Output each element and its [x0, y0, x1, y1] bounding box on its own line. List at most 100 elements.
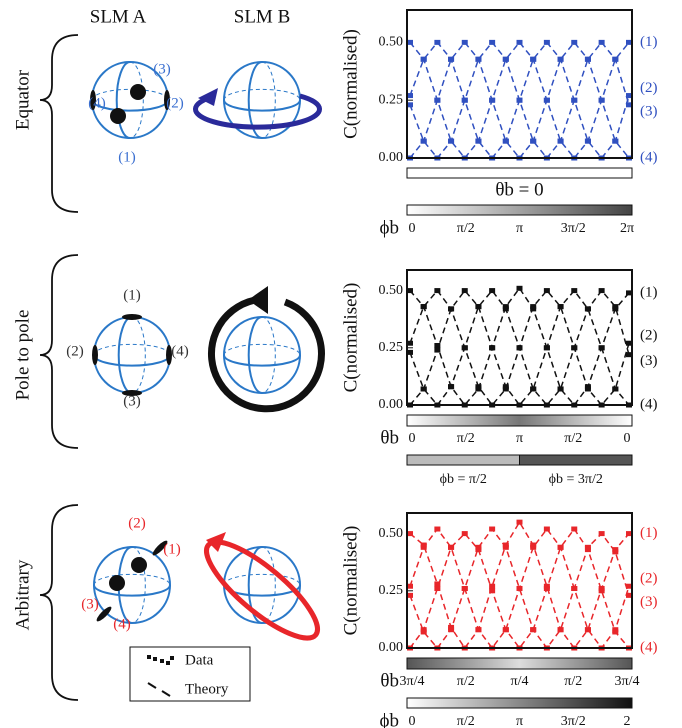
theta-tick-label: 0 — [409, 431, 416, 446]
data-point — [434, 348, 440, 353]
sphere — [224, 317, 300, 393]
data-point — [421, 545, 427, 550]
legend-label: Data — [185, 652, 214, 668]
theta-label: θb = 0 — [495, 179, 543, 200]
page: { "columns": ["SLM A", "SLM B"], "rows":… — [0, 0, 682, 728]
meridian-front — [117, 62, 130, 138]
series-label: (1) — [640, 525, 658, 541]
equator-front — [224, 355, 300, 366]
y-tick-label: 0.25 — [379, 92, 404, 107]
theta-tick-label: π/2 — [564, 431, 582, 446]
data-point — [448, 306, 454, 311]
data-point — [462, 586, 468, 591]
data-point — [489, 527, 495, 532]
theory-line — [410, 522, 629, 648]
theta-tick-label: π/2 — [457, 674, 475, 689]
phi-bar — [407, 205, 632, 215]
data-point — [599, 288, 605, 293]
series-label: (2) — [640, 571, 658, 587]
data-point — [462, 531, 468, 536]
data-point — [448, 384, 454, 389]
data-point — [585, 386, 591, 391]
meridian-front — [249, 317, 262, 393]
figure: SLM A SLM B Equator Pole to pole Arbitra… — [0, 0, 682, 728]
data-point — [517, 520, 523, 525]
phi-symbol: ϕb — [379, 217, 399, 238]
data-point — [571, 98, 577, 103]
data-point — [530, 57, 536, 62]
data-point — [599, 531, 605, 536]
series-label: (4) — [640, 639, 658, 655]
phi-tick-label: π — [516, 714, 523, 728]
arrow-head — [248, 286, 268, 314]
state-point — [122, 314, 142, 320]
phi-segment-label: ϕb = 3π/2 — [549, 472, 603, 487]
phi-tick-label: π — [516, 221, 523, 236]
phi-bar — [407, 698, 632, 708]
data-point — [462, 40, 468, 45]
data-point — [421, 139, 427, 144]
theta-symbol: θb — [380, 427, 399, 448]
state-point — [109, 575, 125, 591]
y-tick-label: 0.25 — [379, 583, 404, 598]
point-label: (4) — [113, 616, 131, 632]
data-point — [475, 139, 481, 144]
series-label: (1) — [640, 34, 658, 50]
theta-bar — [407, 415, 632, 426]
data-point — [517, 286, 523, 291]
data-point — [530, 304, 536, 309]
data-point — [585, 139, 591, 144]
data-point — [448, 627, 454, 632]
data-point — [448, 545, 454, 550]
data-point — [558, 304, 564, 309]
data-point — [599, 588, 605, 593]
meridian-back — [262, 547, 275, 623]
phi-tick-label: π/2 — [457, 221, 475, 236]
phi-segment — [520, 455, 633, 465]
y-tick-label: 0.50 — [379, 526, 404, 541]
data-point — [517, 40, 523, 45]
data-point — [599, 98, 605, 103]
point-label: (1) — [163, 541, 181, 557]
data-point — [544, 527, 550, 532]
meridian-back — [262, 317, 275, 393]
data-point — [489, 345, 495, 350]
data-point — [558, 139, 564, 144]
y-tick-label: 0.25 — [379, 340, 404, 355]
point-label: (3) — [81, 596, 99, 612]
equator-back — [224, 344, 300, 355]
point-label: (1) — [118, 149, 136, 165]
data-point — [434, 40, 440, 45]
data-point — [530, 386, 536, 391]
data-point — [612, 57, 618, 62]
data-point — [489, 98, 495, 103]
data-point — [558, 386, 564, 391]
data-point — [571, 288, 577, 293]
phi-symbol: ϕb — [379, 710, 399, 728]
equator-front — [224, 100, 300, 111]
phi-tick-label: 2 — [624, 714, 631, 728]
data-point — [544, 345, 550, 350]
legend-box: Data Theory — [130, 647, 250, 701]
data-point — [544, 40, 550, 45]
y-tick-label: 0.50 — [379, 35, 404, 50]
theta-tick-label: π/2 — [457, 431, 475, 446]
data-point — [585, 627, 591, 632]
data-point — [421, 386, 427, 391]
data-point — [421, 304, 427, 309]
series-label: (4) — [640, 396, 658, 412]
data-point — [503, 545, 509, 550]
equator-back — [224, 89, 300, 100]
data-point — [612, 304, 618, 309]
data-point — [475, 547, 481, 552]
point-label: (2) — [166, 95, 184, 111]
column-header: SLM A — [90, 6, 147, 27]
y-tick-label: 0.00 — [379, 150, 404, 165]
data-point — [517, 345, 523, 350]
data-point — [558, 545, 564, 550]
data-point — [421, 627, 427, 632]
data-point — [503, 57, 509, 62]
data-point — [612, 386, 618, 391]
data-point — [462, 345, 468, 350]
data-point — [544, 98, 550, 103]
